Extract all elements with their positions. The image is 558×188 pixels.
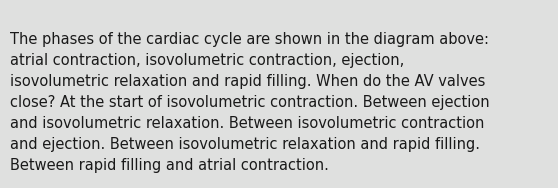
Text: The phases of the cardiac cycle are shown in the diagram above:
atrial contracti: The phases of the cardiac cycle are show… [10,32,490,173]
